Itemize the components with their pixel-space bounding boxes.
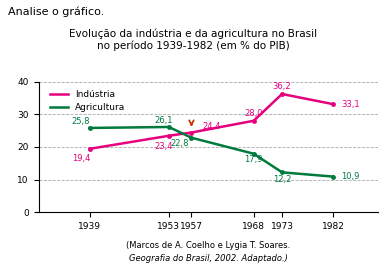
Legend: Indústria, Agricultura: Indústria, Agricultura (46, 86, 129, 116)
Text: 23,4: 23,4 (154, 142, 173, 151)
Text: 22,8: 22,8 (171, 139, 190, 148)
Text: 33,1: 33,1 (342, 100, 360, 109)
Text: 26,1: 26,1 (154, 116, 173, 125)
Text: 24,4: 24,4 (203, 122, 221, 131)
Text: Evolução da indústria e da agricultura no Brasil
no período 1939-1982 (em % do P: Evolução da indústria e da agricultura n… (69, 29, 317, 51)
Text: 36,2: 36,2 (273, 82, 291, 91)
Text: 25,8: 25,8 (72, 117, 90, 126)
Text: Geografia do Brasil, 2002. Adaptado.): Geografia do Brasil, 2002. Adaptado.) (129, 254, 288, 263)
Text: 12,2: 12,2 (273, 175, 291, 184)
Text: Analise o gráfico.: Analise o gráfico. (8, 7, 104, 17)
Text: 10,9: 10,9 (342, 172, 360, 181)
Text: 28,0: 28,0 (244, 109, 263, 118)
Text: (Marcos de A. Coelho e Lygia T. Soares.: (Marcos de A. Coelho e Lygia T. Soares. (126, 241, 291, 250)
Text: 19,4: 19,4 (72, 154, 90, 163)
Text: 17,9: 17,9 (244, 155, 263, 164)
